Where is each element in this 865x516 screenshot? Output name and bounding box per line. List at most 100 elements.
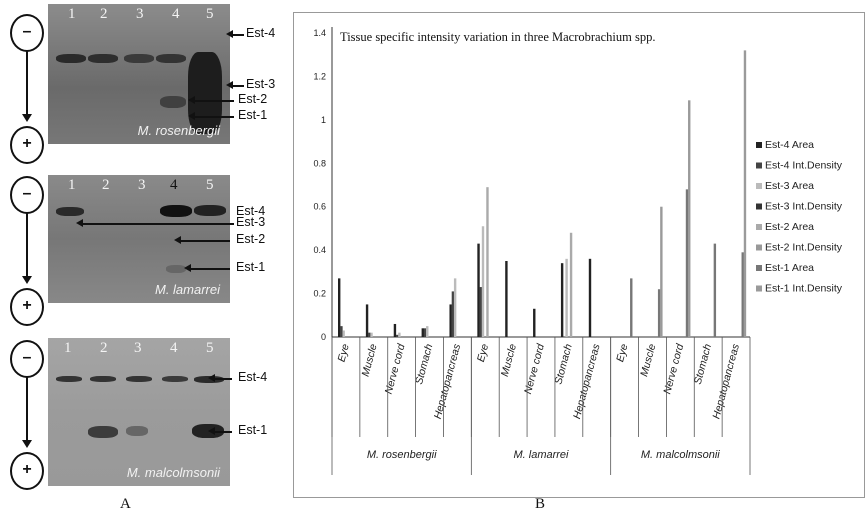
panel-label: B: [535, 496, 546, 512]
bar: [451, 291, 455, 337]
bar: [477, 243, 480, 337]
migration-arrow: [22, 212, 32, 284]
est-label: Est-2: [238, 92, 268, 106]
x-tick-label: Muscle: [359, 343, 379, 378]
band: [126, 426, 148, 436]
panel-label: A: [120, 496, 131, 512]
legend-label: Est-3 Area: [765, 180, 814, 192]
arrow-icon: [188, 113, 234, 119]
legend-label: Est-4 Int.Density: [765, 160, 843, 172]
x-tick-label: Eye: [475, 343, 491, 364]
legend-swatch: [756, 244, 762, 251]
bar: [338, 278, 341, 337]
x-tick-label: Hepatopancreas: [710, 342, 742, 420]
bar: [479, 287, 482, 337]
arrow-icon: [226, 31, 244, 37]
est-label: Est-4: [236, 204, 266, 218]
bar: [560, 263, 564, 337]
est-label: Est-1: [238, 423, 268, 437]
bar: [505, 261, 508, 337]
migration-arrow: [22, 50, 32, 122]
bar: [743, 50, 747, 337]
x-tick-label: Stomach: [413, 343, 435, 386]
legend-swatch: [756, 285, 762, 292]
band: [162, 376, 188, 382]
group-label: M. lamarrei: [513, 449, 569, 461]
arrow-icon: [208, 428, 232, 434]
lane-number: 4: [170, 340, 178, 356]
species-label: M. lamarrei: [154, 282, 220, 297]
chart-title: Tissue specific intensity variation in t…: [340, 30, 655, 44]
bar: [630, 278, 633, 337]
gel-lamarrei: 1 2 3 4 5 M. lamarrei: [48, 175, 230, 303]
bar: [453, 278, 457, 337]
bar: [685, 189, 689, 337]
bar: [657, 289, 661, 337]
group-label: M. malcolmsonii: [641, 449, 720, 461]
band: [160, 96, 186, 108]
est-label: Est-4: [246, 26, 276, 40]
bar: [393, 323, 397, 337]
bar: [741, 252, 744, 337]
x-tick-label: Stomach: [692, 343, 714, 386]
lane-number: 5: [206, 177, 214, 193]
migration-arrow: [22, 376, 32, 448]
anode-icon: +: [10, 126, 44, 164]
band: [188, 52, 222, 134]
gel-malcolmsonii: 1 2 3 4 5 M. malcolmsonii: [48, 338, 230, 486]
lane-number: 5: [206, 340, 214, 356]
lane-number: 2: [102, 177, 110, 193]
x-tick-label: Nerve cord: [522, 342, 547, 396]
lane-number: 3: [134, 340, 142, 356]
bar: [569, 232, 573, 337]
bar: [423, 328, 427, 337]
bar: [398, 332, 401, 337]
bar: [660, 206, 663, 337]
est-label: Est-1: [238, 108, 268, 122]
bar: [486, 187, 489, 337]
bar: [340, 326, 343, 337]
cathode-icon: –: [10, 340, 44, 378]
legend-label: Est-4 Area: [765, 139, 814, 151]
x-tick-label: Muscle: [638, 343, 658, 378]
legend-label: Est-3 Int.Density: [765, 201, 843, 213]
legend-swatch: [756, 203, 762, 210]
species-label: M. rosenbergii: [137, 123, 220, 138]
x-tick-label: Hepatopancreas: [571, 342, 603, 420]
bar: [342, 330, 345, 337]
band: [156, 54, 186, 63]
lane-number: 1: [68, 6, 76, 22]
y-tick-label: 1: [321, 115, 326, 125]
lane-number: 2: [100, 340, 108, 356]
arrow-icon: [184, 265, 230, 271]
y-tick-label: 0.8: [313, 158, 326, 168]
legend-label: Est-1 Int.Density: [765, 283, 843, 295]
anode-icon: +: [10, 288, 44, 326]
lane-number: 1: [68, 177, 76, 193]
y-tick-label: 0.4: [313, 245, 326, 255]
bar: [688, 100, 691, 337]
group-label: M. rosenbergii: [367, 449, 437, 461]
est-label: Est-1: [236, 260, 266, 274]
bar: [421, 328, 424, 337]
legend-label: Est-1 Area: [765, 262, 814, 274]
lane-number: 2: [100, 6, 108, 22]
x-tick-label: Eye: [336, 343, 352, 364]
x-tick-label: Stomach: [552, 343, 574, 386]
y-tick-label: 0.6: [313, 202, 326, 212]
x-tick-label: Hepatopancreas: [432, 342, 464, 420]
gel-rosenbergii: 1 2 3 4 5 M. rosenbergii: [48, 4, 230, 144]
band: [88, 54, 118, 63]
cathode-icon: –: [10, 14, 44, 52]
band: [124, 54, 154, 63]
band: [126, 376, 152, 382]
band: [194, 205, 226, 216]
arrow-icon: [174, 237, 230, 243]
y-tick-label: 1.2: [313, 71, 326, 81]
legend-swatch: [756, 142, 762, 148]
lane-number: 1: [64, 340, 72, 356]
lane-number: 3: [138, 177, 146, 193]
bar: [481, 226, 485, 337]
est-label: Est-3: [236, 215, 266, 229]
